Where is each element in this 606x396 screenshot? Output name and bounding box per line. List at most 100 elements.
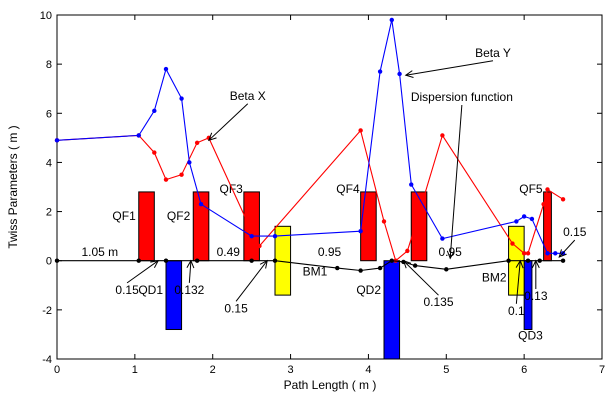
series-2-point-4 [249,258,254,263]
drift-label-1: 0.49 [217,245,241,259]
series-1-point-1 [136,133,141,138]
magnet-label-qf2: QF2 [167,209,191,223]
series-1-point-7 [249,233,254,239]
x-tick-label-1: 1 [132,364,138,376]
annotation-arrow-6 [403,260,439,296]
series-2-point-8 [377,265,383,271]
series-0-point-17 [525,251,531,256]
series-0-point-5 [194,140,200,145]
annotation-arrowhead-6 [402,259,412,269]
annotation-arrowhead-3 [150,260,160,268]
axis-ticks: 0 1 2 3 4 5 6 7 -4 -2 0 2 4 6 8 10 [40,10,605,376]
annotation-label-3: 0.15 [115,283,139,297]
series-0-point-8 [257,243,262,249]
series-0-point-15 [510,241,515,246]
series-1-point-9 [358,229,363,234]
drift-label-0: 1.05 m [81,245,118,259]
series-2-point-13 [506,258,511,263]
series-1-point-13 [409,182,414,187]
series-0-point-12 [405,248,410,254]
y-tick-label-0: -4 [42,354,52,366]
series-0-point-13 [412,224,418,229]
series-1-point-4 [179,96,184,101]
series-1-point-5 [187,160,192,165]
annotation-arrow-4 [188,260,192,283]
series-2-point-14 [525,258,531,263]
magnet-0-qf1 [138,191,155,262]
series-1-point-3 [163,66,169,72]
series-2-point-12 [444,267,449,272]
series-1-point-10 [377,69,383,74]
annotation-arrowhead-1 [404,70,414,78]
series-0-point-10 [381,219,387,224]
x-tick-label-2: 2 [210,364,216,376]
series-1-point-19 [553,251,558,256]
series-2-point-2 [163,258,169,263]
magnet-label-qd1: QD1 [138,283,163,297]
series-1-point-11 [389,17,394,23]
x-tick-label-5: 5 [443,364,449,376]
magnet-label-qd2: QD2 [356,283,381,297]
x-tick-label-4: 4 [365,364,371,376]
series-layer [54,17,566,273]
magnet-label-qd3: QD3 [518,328,543,342]
series-0-point-2 [152,150,157,155]
series-1-point-14 [440,236,445,241]
series-0-point-18 [541,202,546,207]
annotation-arrow-5 [235,260,268,302]
series-0-point-4 [179,172,184,177]
annotation-label-9: 0.15 [563,225,587,239]
series-1-point-16 [521,214,527,219]
magnet-7-qd2 [383,260,401,360]
annotation-label-1: Beta Y [475,46,511,60]
magnet-4 [410,191,428,262]
series-0-point-7 [249,229,254,234]
magnet-label-qf3: QF3 [220,182,244,196]
series-2-point-11 [412,263,418,268]
annotation-label-4: 0.132 [174,283,204,297]
series-2-point-9 [389,258,394,263]
annotation-arrow-7 [515,260,521,304]
annotation-arrow-2 [449,104,463,259]
magnet-5-qf5 [543,191,552,262]
annotation-arrow-9 [558,239,576,258]
series-2-point-3 [194,258,200,263]
annotation-arrow-1 [405,60,494,76]
annotation-arrowhead-0 [207,132,217,142]
series-1-point-12 [397,71,402,77]
magnet-label-qf1: QF1 [112,209,136,223]
magnet-3-qf4 [360,191,377,262]
y-tick-label-2: 0 [46,256,52,268]
series-0-point-20 [560,197,566,202]
drift-label-2: 0.95 [318,245,342,259]
annotation-arrowhead-9 [558,249,567,258]
series-1-point-15 [514,219,519,224]
annotation-arrow-0 [208,103,249,141]
annotation-label-8: 0.13 [524,289,548,303]
y-tick-label-6: 8 [46,59,52,71]
annotation-label-0: Beta X [230,89,266,103]
annotation-arrowhead-7 [515,259,524,269]
magnet-2-qf3 [243,191,260,262]
series-1-point-0 [54,138,60,143]
y-tick-label-3: 2 [46,207,52,219]
series-2-point-1 [136,258,141,263]
series-0-point-19 [545,187,550,192]
series-0-point-9 [358,128,363,133]
annotation-arrowhead-5 [259,259,268,269]
series-1-point-17 [529,216,535,222]
x-tick-label-7: 7 [599,364,605,376]
x-tick-label-0: 0 [54,364,60,376]
series-0-point-14 [440,133,445,138]
series-2-point-6 [335,265,340,271]
series-2-point-5 [272,258,278,263]
y-axis-label: Twiss Parameters ( m ) [6,125,20,248]
series-0-point-3 [163,177,169,182]
annotation-label-6: 0.135 [423,295,453,309]
annotation-arrowhead-4 [186,259,195,269]
annotation-arrow-3 [126,260,159,284]
series-1-point-8 [272,233,278,239]
x-tick-label-3: 3 [288,364,294,376]
magnet-label-bm2: BM2 [482,271,507,285]
